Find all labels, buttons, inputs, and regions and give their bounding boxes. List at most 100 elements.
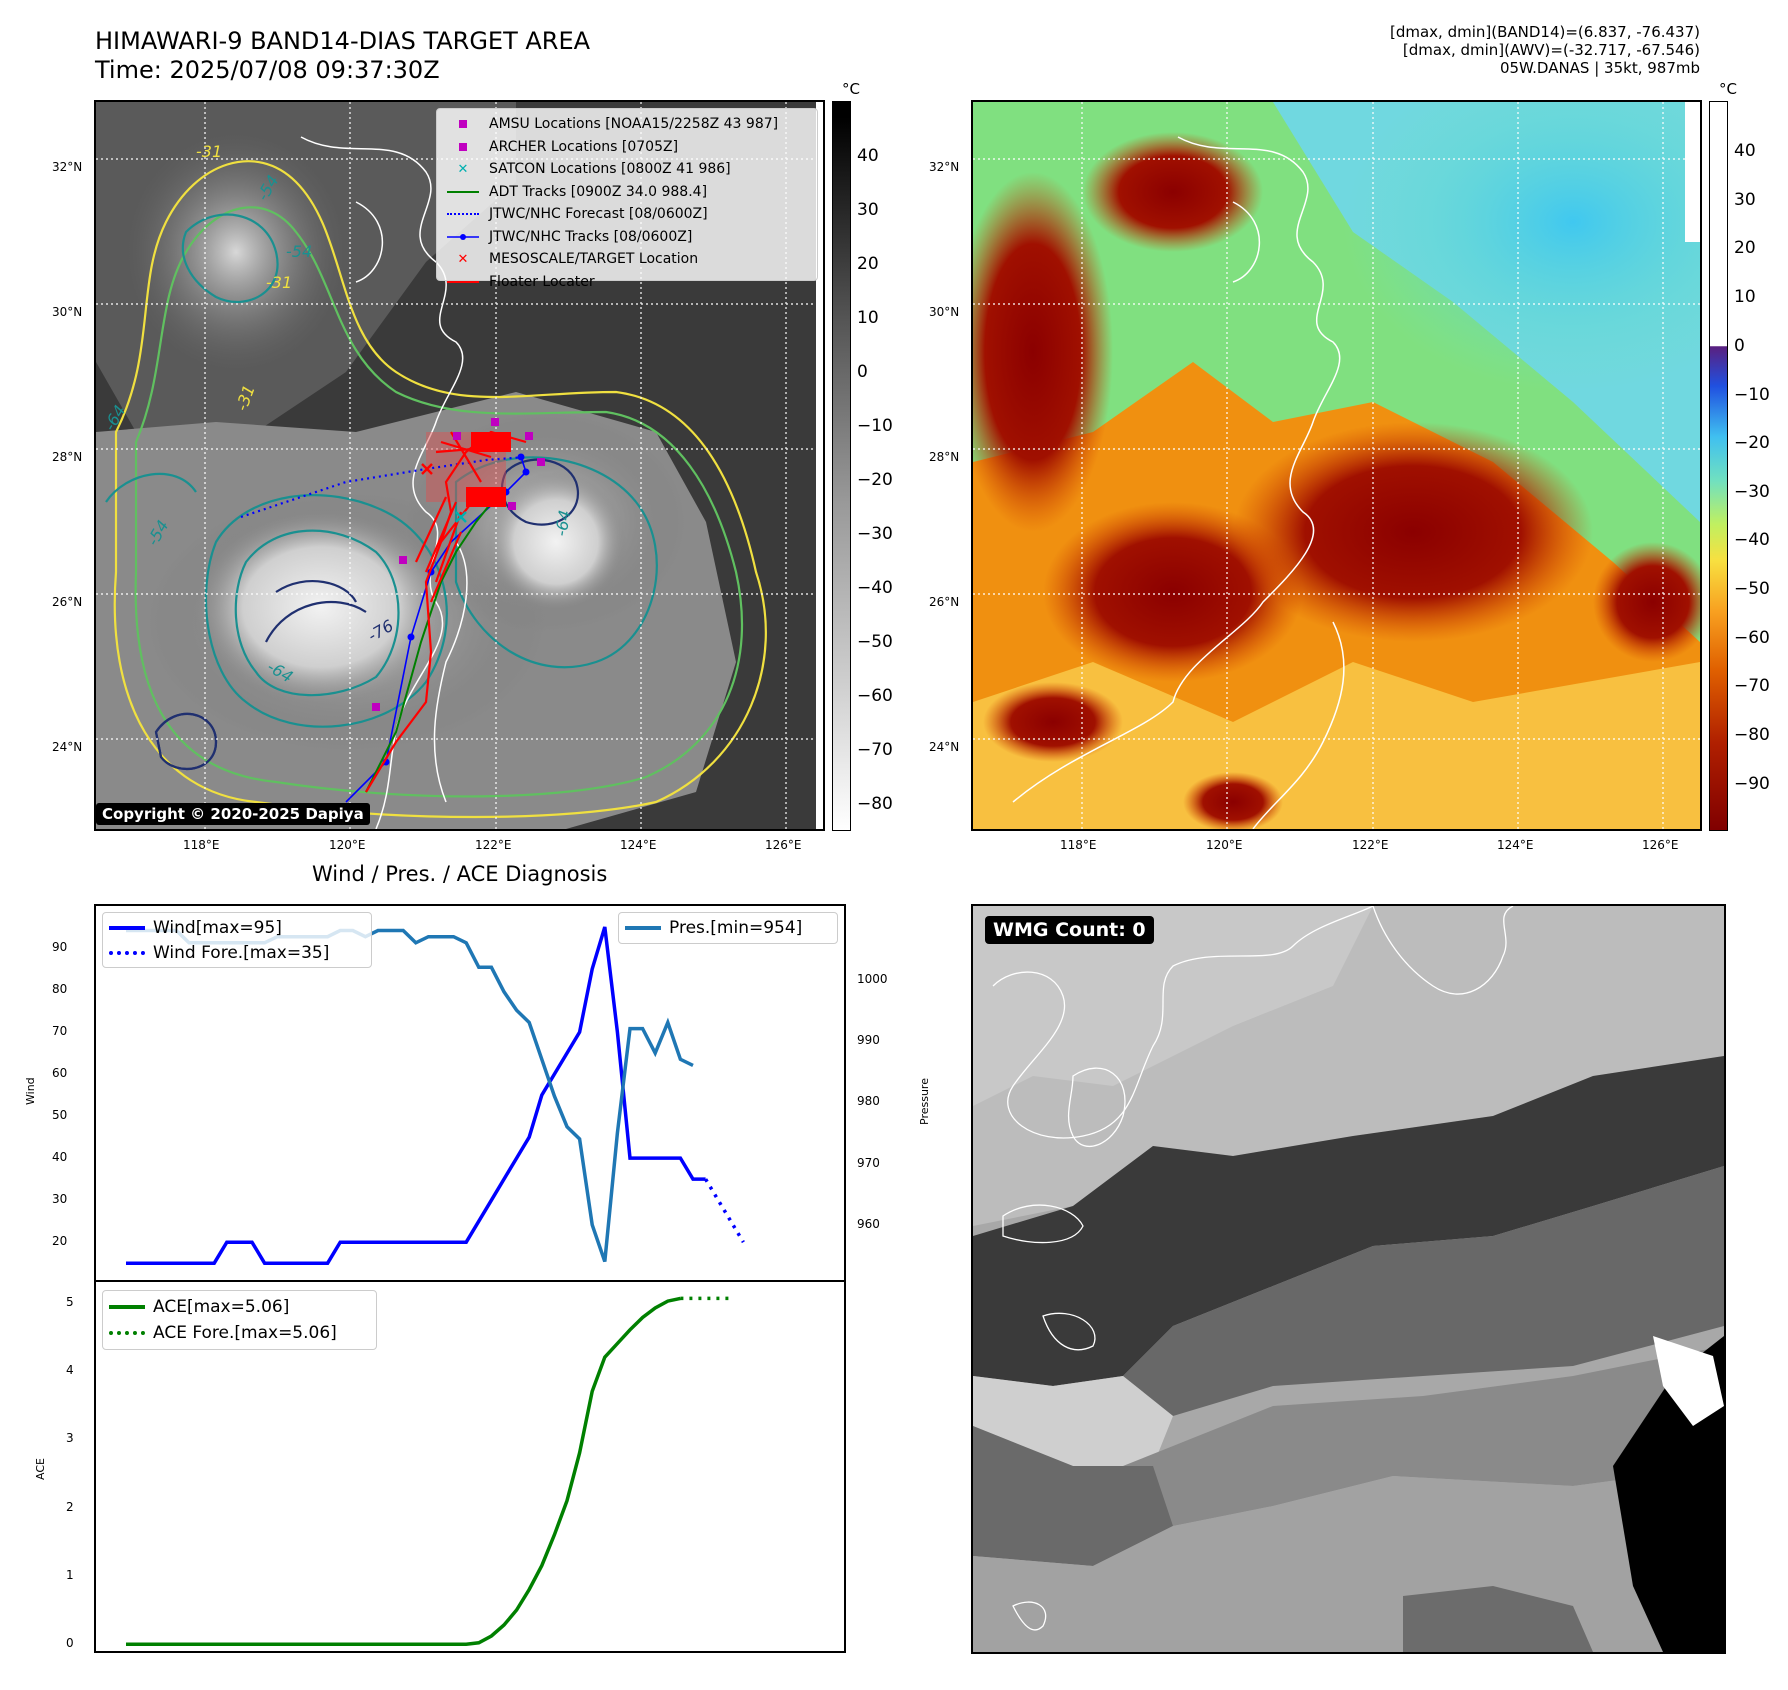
map-legend: AMSU Locations [NOAA15/2258Z 43 987] ARC… <box>436 108 818 290</box>
legend-ace-fore: ACE Fore.[max=5.06] <box>109 1320 370 1346</box>
legend-wind: Wind[max=95] <box>109 915 365 940</box>
x-marker-icon: ✕ <box>457 161 469 177</box>
wmg-panel: WMG Count: 0 <box>971 904 1726 1654</box>
band14-map: -31 -54 -54 -31 -54 -64 -31 -76 -64 -64 <box>94 100 825 831</box>
wind-axis-label: Wind <box>24 1077 37 1105</box>
ace-chart: ACE[max=5.06] ACE Fore.[max=5.06] <box>94 1280 846 1653</box>
lon-label: 120°E <box>329 838 366 852</box>
colorbar-tick: −50 <box>857 632 893 652</box>
lon-label: 126°E <box>765 838 802 852</box>
pressure-tick: 980 <box>857 1094 880 1109</box>
lat-label: 28°N <box>929 450 960 464</box>
legend-label: Pres.[min=954] <box>669 918 803 938</box>
lat-label: 24°N <box>929 740 960 754</box>
legend-label: ARCHER Locations [0705Z] <box>489 138 679 155</box>
colorbar-tick: 20 <box>857 254 879 274</box>
legend-jtwc-tracks: JTWC/NHC Tracks [08/0600Z] <box>445 226 809 249</box>
info-block: [dmax, dmin](BAND14)=(6.837, -76.437) [d… <box>1100 23 1700 77</box>
dotted-line-icon <box>445 213 481 216</box>
jtwc-forecast-track <box>240 455 527 519</box>
colorbar-tick: −80 <box>1734 725 1770 745</box>
legend-label: JTWC/NHC Tracks [08/0600Z] <box>489 228 693 245</box>
lat-label: 32°N <box>52 160 83 174</box>
wind-series-line <box>126 926 706 1265</box>
contour-label: -64 <box>551 509 574 538</box>
ace-tick: 0 <box>66 1636 74 1651</box>
legend-label: Wind Fore.[max=35] <box>153 942 330 963</box>
lon-label: 124°E <box>620 838 657 852</box>
lon-label: 122°E <box>475 838 512 852</box>
pressure-tick: 960 <box>857 1216 880 1231</box>
jtwc-track <box>345 456 527 803</box>
wind-forecast-line <box>704 1178 745 1244</box>
legend-label: ADT Tracks [0900Z 34.0 988.4] <box>489 183 708 200</box>
colorbar-tick: −10 <box>857 416 893 436</box>
legend-label: SATCON Locations [0800Z 41 986] <box>489 161 731 178</box>
colorbar-tick: −80 <box>857 794 893 814</box>
legend-pressure: Pres.[min=954] <box>625 915 831 941</box>
wind-tick: 60 <box>52 1066 68 1081</box>
wind-tick: 90 <box>52 940 68 955</box>
figure-title: HIMAWARI-9 BAND14-DIAS TARGET AREA <box>95 27 591 55</box>
lon-label: 122°E <box>1352 838 1389 852</box>
colorbar-tick: 20 <box>1734 238 1756 258</box>
x-marker-icon: ✕ <box>457 251 469 267</box>
lat-label: 26°N <box>52 595 83 609</box>
colorbar-tick: −50 <box>1734 579 1770 599</box>
amsu-markers <box>372 418 545 711</box>
wind-tick: 50 <box>52 1108 68 1123</box>
ace-tick: 1 <box>66 1567 74 1582</box>
legend-label: Floater Locater <box>489 273 595 290</box>
wind-pressure-chart: Wind[max=95] Wind Fore.[max=35] Pres.[mi… <box>94 904 846 1282</box>
colorbar-tick: −70 <box>1734 676 1770 696</box>
legend-amsu: AMSU Locations [NOAA15/2258Z 43 987] <box>445 113 809 136</box>
ace-plot <box>126 1296 731 1646</box>
colorbar-tick: 0 <box>1734 336 1745 356</box>
legend-label: ACE Fore.[max=5.06] <box>153 1323 337 1343</box>
legend-label: ACE[max=5.06] <box>153 1297 290 1317</box>
colorbar-tick: 10 <box>1734 287 1756 307</box>
info-storm: 05W.DANAS | 35kt, 987mb <box>1499 59 1700 77</box>
wind-tick: 70 <box>52 1024 68 1039</box>
colorbar-tick: −20 <box>857 470 893 490</box>
colorbar-tick: 40 <box>1734 141 1756 161</box>
pressure-tick: 970 <box>857 1155 880 1170</box>
colorbar-tick: 10 <box>857 308 879 328</box>
lon-label: 118°E <box>1060 838 1097 852</box>
wind-tick: 30 <box>52 1192 68 1207</box>
legend-adt: ADT Tracks [0900Z 34.0 988.4] <box>445 181 809 204</box>
colorbar-tick: −40 <box>857 578 893 598</box>
legend-mesoscale: ✕ MESOSCALE/TARGET Location <box>445 248 809 271</box>
legend-label: MESOSCALE/TARGET Location <box>489 251 699 268</box>
colorbar-tick: −40 <box>1734 530 1770 550</box>
colorbar-tick: −20 <box>1734 433 1770 453</box>
line-icon <box>445 280 481 283</box>
colorbar-tick: −30 <box>857 524 893 544</box>
legend-archer: ARCHER Locations [0705Z] <box>445 136 809 159</box>
dotted-line-icon <box>109 950 145 955</box>
line-icon <box>625 926 661 930</box>
colorbar-tick: 0 <box>857 362 868 382</box>
adt-track <box>365 496 497 793</box>
legend-satcon: ✕ SATCON Locations [0800Z 41 986] <box>445 158 809 181</box>
lon-label: 120°E <box>1206 838 1243 852</box>
legend-floater: Floater Locater <box>445 271 809 294</box>
lat-label: 28°N <box>52 450 83 464</box>
lat-label: 32°N <box>929 160 960 174</box>
wind-tick: 80 <box>52 982 68 997</box>
colorbar-left-unit: °C <box>842 80 860 98</box>
legend-label: AMSU Locations [NOAA15/2258Z 43 987] <box>489 116 779 133</box>
colorbar-tick: −10 <box>1734 385 1770 405</box>
pressure-axis-label: Pressure <box>918 1078 931 1125</box>
ace-axis-label: ACE <box>34 1458 47 1480</box>
line-icon <box>445 190 481 193</box>
colorbar-right <box>1709 101 1728 831</box>
lat-label: 30°N <box>929 305 960 319</box>
colorbar-tick: 30 <box>1734 190 1756 210</box>
pressure-tick: 1000 <box>857 971 888 986</box>
line-icon <box>109 1305 145 1309</box>
colorbar-tick: 40 <box>857 146 879 166</box>
colorbar-tick: −60 <box>857 686 893 706</box>
pressure-legend: Pres.[min=954] <box>618 912 838 944</box>
ace-tick: 5 <box>66 1294 74 1309</box>
